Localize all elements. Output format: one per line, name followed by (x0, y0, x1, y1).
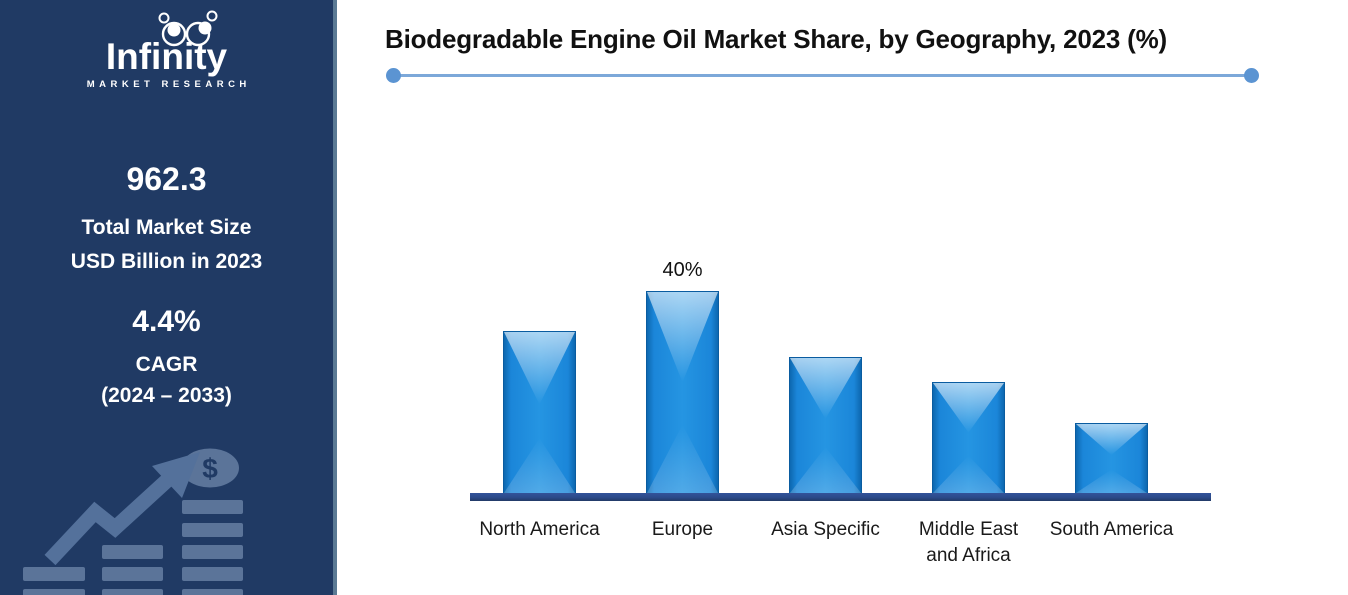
category-label-south-america: South America (1049, 519, 1174, 540)
cagr-period: (2024 – 2033) (101, 384, 232, 407)
trend-arrow-head (152, 452, 200, 498)
bar-value-label-europe: 40% (662, 259, 703, 281)
chart-panel: Biodegradable Engine Oil Market Share, b… (337, 0, 1348, 595)
coin-stack-bars (23, 500, 243, 595)
bar-north-america (503, 331, 576, 494)
category-label-asia-specific: Asia Specific (771, 519, 880, 540)
title-underline (386, 68, 1259, 83)
growth-chart-graphic: $ (23, 448, 243, 595)
infinity-logo-icon (158, 10, 218, 47)
brand-name: Infinity (105, 36, 228, 77)
bar-europe (646, 291, 719, 494)
bar-middle-east-and-africa (932, 382, 1005, 494)
cagr-label: CAGR (135, 353, 198, 376)
market-size-label-line1: Total Market Size (81, 216, 252, 239)
line-endpoint-dot-right (1244, 68, 1259, 83)
brand-tagline: MARKET RESEARCH (86, 79, 251, 90)
trend-arrow-line (44, 469, 179, 566)
line-endpoint-dot-left (386, 68, 401, 83)
market-size-label-line2: USD Billion in 2023 (70, 250, 263, 273)
market-size-value: 962.3 (126, 161, 207, 197)
category-label-north-america: North America (479, 519, 600, 540)
dollar-sign: $ (202, 453, 218, 484)
sidebar: Infinity MARKET RESEARCH 962.3 Total Mar… (0, 0, 337, 595)
cagr-value: 4.4% (132, 305, 201, 338)
x-axis-line (470, 493, 1211, 501)
chart-title: Biodegradable Engine Oil Market Share, b… (385, 24, 1167, 54)
category-label-europe: Europe (651, 519, 714, 540)
bar-south-america (1075, 423, 1148, 494)
bar-plot: North America 40% Europe Asia Specific Middl… (337, 0, 1348, 595)
bar-asia-specific (789, 357, 862, 494)
category-label-middle-east-and-africa: Middle East and Africa (918, 519, 1019, 567)
